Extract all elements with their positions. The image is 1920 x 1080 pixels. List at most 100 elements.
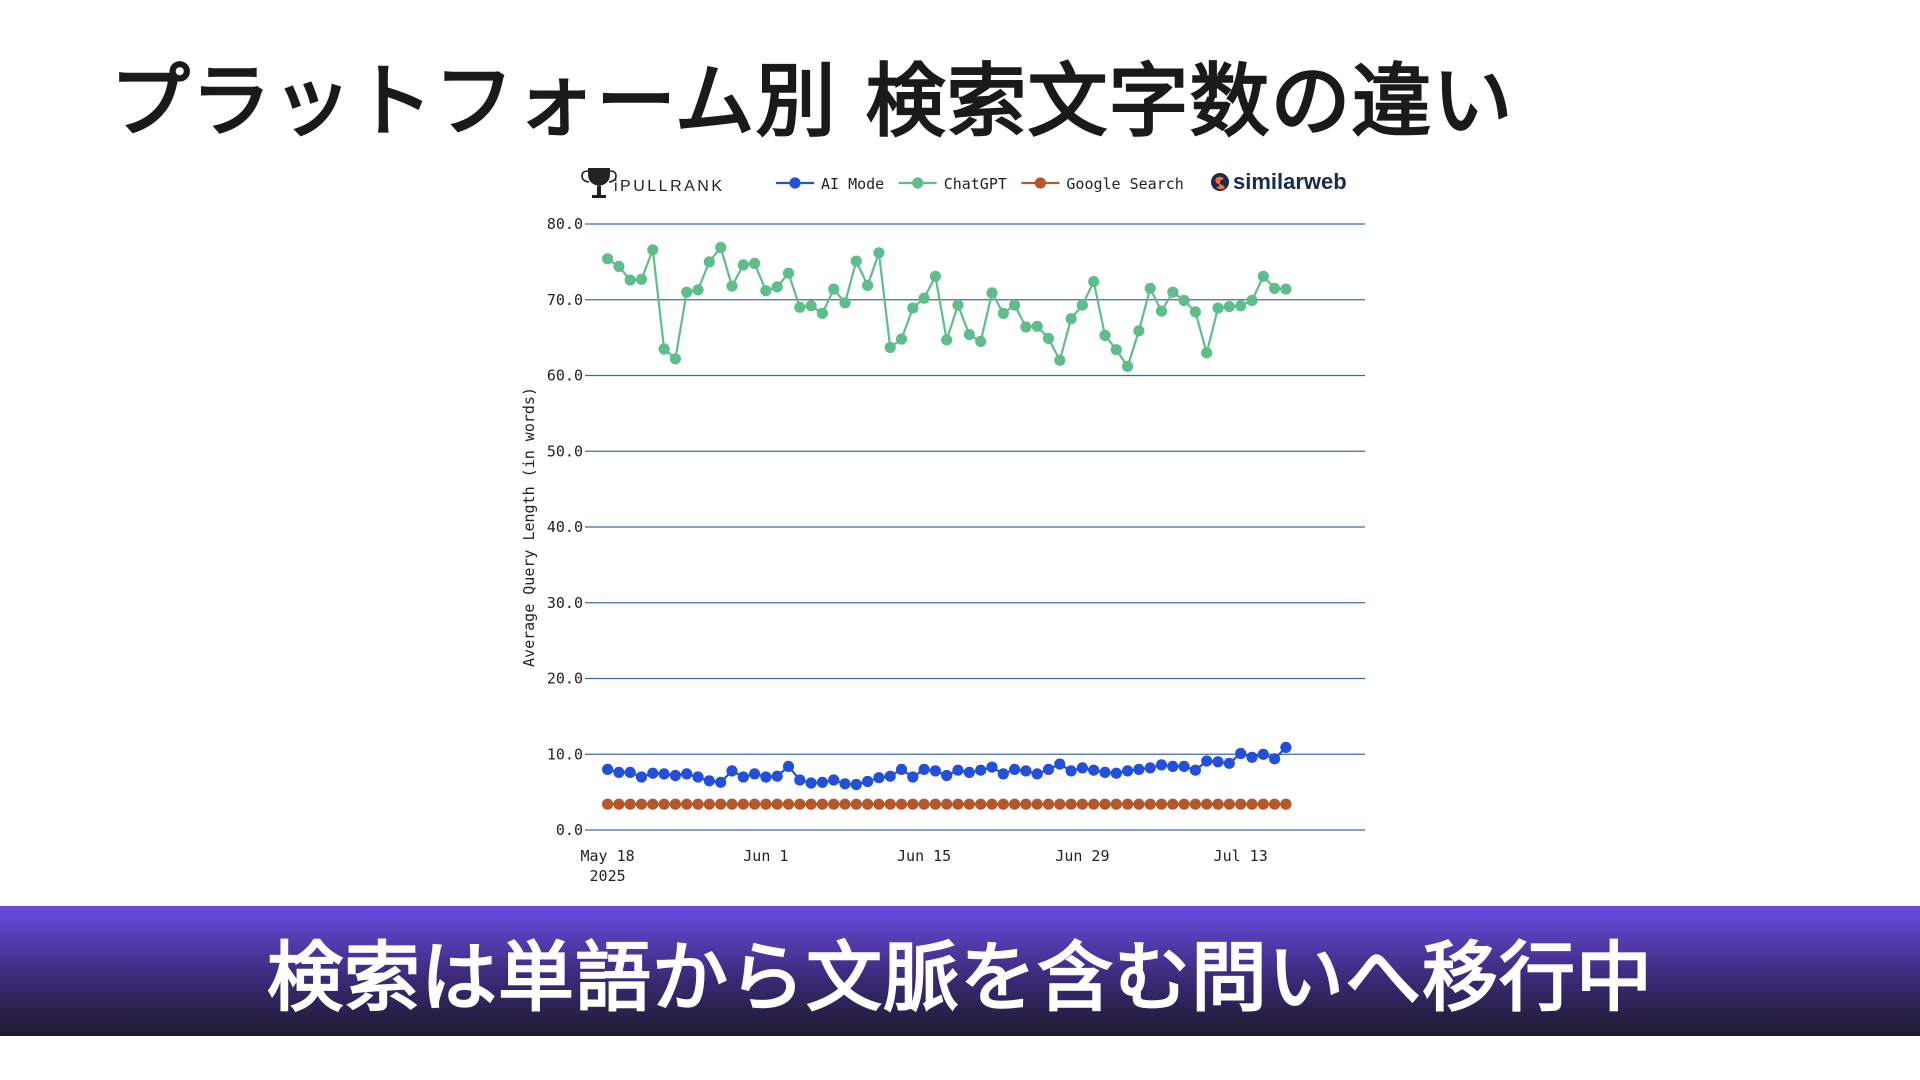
data-point <box>1223 757 1235 769</box>
data-point <box>805 798 817 810</box>
data-point <box>1178 798 1190 810</box>
data-point <box>658 768 670 780</box>
data-point <box>726 765 738 777</box>
data-point <box>703 256 715 268</box>
data-point <box>1076 299 1088 311</box>
data-point <box>1257 748 1269 760</box>
data-point <box>895 763 908 776</box>
data-point <box>918 798 930 810</box>
legend-label: Google Search <box>1066 175 1183 193</box>
series-google-search <box>602 798 1292 810</box>
data-point <box>1280 741 1292 754</box>
similarweb-wordmark: similarweb <box>1233 169 1347 194</box>
data-point <box>1020 765 1032 777</box>
data-point <box>1020 798 1032 810</box>
y-tick-label: 80.0 <box>547 215 583 233</box>
data-point <box>794 798 806 810</box>
data-point <box>1167 798 1179 810</box>
data-point <box>1212 798 1224 810</box>
similarweb-logo: similarweb <box>1211 169 1347 194</box>
data-point <box>895 333 908 345</box>
data-point <box>624 274 636 286</box>
series-layer <box>602 241 1292 810</box>
data-point <box>737 798 749 810</box>
data-point <box>1235 300 1247 312</box>
data-point <box>997 798 1009 810</box>
data-point <box>624 798 636 810</box>
data-point <box>1246 798 1258 810</box>
data-point <box>839 798 851 810</box>
data-point <box>941 334 953 346</box>
legend-swatch-marker <box>789 177 801 189</box>
data-point <box>862 775 874 788</box>
data-point <box>1144 762 1156 774</box>
data-point <box>850 798 862 810</box>
legend-item-google-search: Google Search <box>1021 175 1184 193</box>
data-point <box>647 767 659 779</box>
data-point <box>749 257 761 269</box>
data-point <box>1042 332 1055 344</box>
data-point <box>1088 276 1100 288</box>
data-point <box>1189 764 1201 776</box>
x-tick-label: Jun 29 <box>1055 847 1109 865</box>
data-point <box>1122 798 1134 810</box>
data-point <box>1031 320 1043 332</box>
data-point <box>760 771 772 783</box>
legend-item-chatgpt: ChatGPT <box>898 175 1007 193</box>
x-tick-label: Jun 15 <box>897 847 951 865</box>
x-tick-sublabel: 2025 <box>590 867 626 885</box>
data-point <box>929 798 942 810</box>
data-point <box>862 798 874 810</box>
data-point <box>1133 325 1145 337</box>
data-point <box>613 798 625 810</box>
y-tick-label: 0.0 <box>556 821 583 839</box>
data-point <box>782 798 795 810</box>
data-point <box>1065 798 1077 810</box>
data-point <box>635 771 648 783</box>
data-point <box>726 798 738 810</box>
data-point <box>952 798 964 810</box>
data-point <box>929 765 942 777</box>
data-point <box>771 281 783 293</box>
data-point <box>1110 767 1122 779</box>
data-point <box>1223 301 1235 313</box>
data-point <box>839 297 851 309</box>
data-point <box>1009 798 1021 810</box>
legend-label: ChatGPT <box>944 175 1007 193</box>
data-point <box>816 307 829 319</box>
series-chatgpt <box>602 241 1292 372</box>
data-point <box>986 287 998 299</box>
y-axis-label: Average Query Length (in words) <box>520 387 538 667</box>
data-point <box>1246 751 1258 763</box>
data-point <box>1076 762 1088 774</box>
data-point <box>873 798 885 810</box>
takeaway-banner: 検索は単語から文脈を含む問いへ移行中 <box>0 906 1920 1036</box>
data-point <box>658 798 670 810</box>
data-point <box>1155 305 1168 317</box>
data-point <box>1099 329 1111 341</box>
data-point <box>737 771 749 783</box>
data-point <box>941 769 953 782</box>
data-point <box>1088 798 1100 810</box>
legend-item-ai-mode: AI Mode <box>776 175 884 193</box>
data-point <box>647 798 659 810</box>
legend-swatch-marker <box>912 177 924 189</box>
x-tick-label: Jul 13 <box>1214 847 1268 865</box>
data-point <box>681 798 693 810</box>
data-point <box>624 766 636 779</box>
data-point <box>873 247 885 259</box>
data-point <box>884 341 896 354</box>
data-point <box>1189 306 1201 318</box>
data-point <box>839 778 851 790</box>
data-point <box>918 292 930 304</box>
data-point <box>1110 344 1122 356</box>
slide-title: プラットフォーム別 検索文字数の違い <box>110 55 1514 148</box>
data-point <box>1178 294 1190 307</box>
grid-lines <box>585 223 1365 831</box>
data-point <box>1054 758 1066 770</box>
data-point <box>873 772 885 784</box>
data-point <box>1155 798 1168 810</box>
x-axis-ticks: May 18 2025 Jun 1 Jun 15 Jun 29 Jul 13 <box>581 847 1268 885</box>
data-point <box>794 301 806 313</box>
data-point <box>1246 294 1258 307</box>
